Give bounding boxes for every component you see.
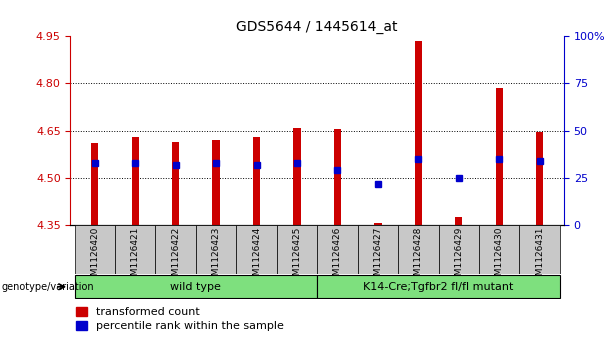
Bar — [91, 143, 99, 225]
Bar — [75, 225, 115, 274]
Text: GSM1126422: GSM1126422 — [171, 227, 180, 287]
Bar — [156, 225, 196, 274]
Text: GSM1126423: GSM1126423 — [211, 227, 221, 287]
Bar — [455, 217, 462, 225]
Bar — [375, 223, 381, 225]
Bar — [213, 140, 219, 225]
Bar — [398, 225, 438, 274]
Bar — [334, 129, 341, 225]
Bar — [438, 225, 479, 274]
Bar — [115, 225, 156, 274]
Title: GDS5644 / 1445614_at: GDS5644 / 1445614_at — [237, 20, 398, 34]
Text: K14-Cre;Tgfbr2 fl/fl mutant: K14-Cre;Tgfbr2 fl/fl mutant — [364, 282, 514, 292]
Bar — [75, 275, 318, 298]
Text: GSM1126429: GSM1126429 — [454, 227, 463, 287]
Bar — [237, 225, 277, 274]
Text: GSM1126420: GSM1126420 — [90, 227, 99, 287]
Text: GSM1126421: GSM1126421 — [131, 227, 140, 287]
Bar — [536, 132, 543, 225]
Text: GSM1126424: GSM1126424 — [252, 227, 261, 287]
Text: GSM1126425: GSM1126425 — [292, 227, 302, 287]
Bar — [277, 225, 318, 274]
Bar — [172, 142, 179, 225]
Text: wild type: wild type — [170, 282, 221, 292]
Text: GSM1126427: GSM1126427 — [373, 227, 383, 287]
Bar — [318, 225, 357, 274]
Bar — [318, 275, 560, 298]
Text: GSM1126431: GSM1126431 — [535, 227, 544, 287]
Text: GSM1126428: GSM1126428 — [414, 227, 423, 287]
Text: GSM1126430: GSM1126430 — [495, 227, 504, 287]
Bar — [253, 137, 260, 225]
Bar — [479, 225, 519, 274]
Bar — [415, 41, 422, 225]
Bar — [132, 137, 139, 225]
Text: genotype/variation: genotype/variation — [1, 282, 94, 292]
Text: GSM1126426: GSM1126426 — [333, 227, 342, 287]
Bar — [196, 225, 237, 274]
Legend: transformed count, percentile rank within the sample: transformed count, percentile rank withi… — [76, 307, 284, 331]
Bar — [495, 88, 503, 225]
Bar — [519, 225, 560, 274]
Bar — [294, 127, 300, 225]
Bar — [357, 225, 398, 274]
